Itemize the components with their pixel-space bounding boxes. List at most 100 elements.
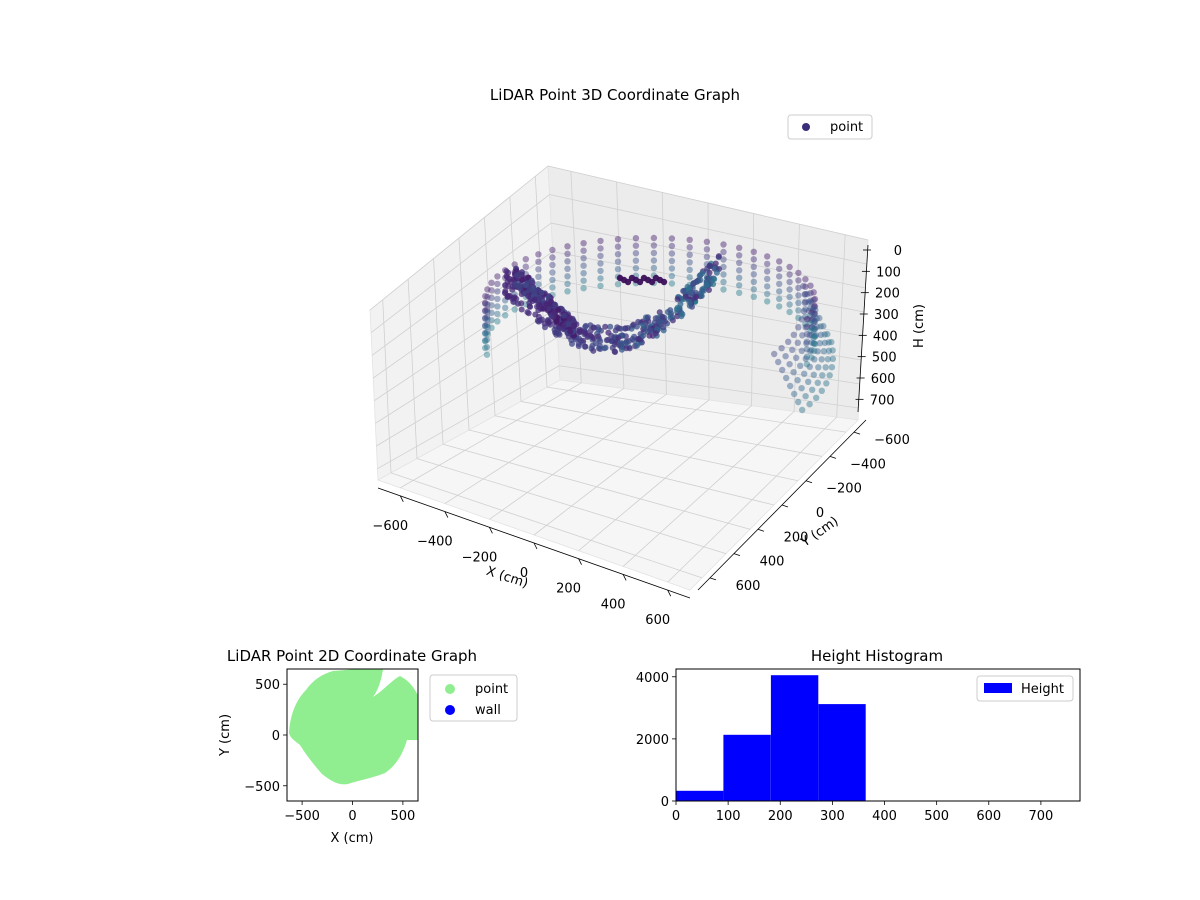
- point-3d: [535, 281, 542, 288]
- point-3d: [803, 316, 811, 323]
- point-3d: [488, 279, 495, 286]
- point-3d: [808, 324, 815, 331]
- point-3d: [800, 282, 807, 290]
- point-3d: [483, 344, 491, 351]
- point-3d: [484, 331, 491, 338]
- point-3d: [602, 323, 609, 330]
- y-tick-label-3d: −200: [826, 482, 862, 497]
- y-tick-label-3d: −400: [850, 457, 886, 472]
- point-3d: [808, 316, 815, 324]
- chart-3d: LiDAR Point 3D Coordinate Graph −600 −400…: [369, 86, 927, 628]
- point-3d: [668, 310, 675, 317]
- point-3d: [540, 305, 547, 312]
- point-3d: [686, 259, 693, 266]
- point-3d: [686, 236, 693, 243]
- y-axis-3d: −600 −400 −2000 200 400 600: [697, 419, 910, 594]
- point-3d: [801, 299, 809, 306]
- point-3d: [632, 235, 640, 242]
- point-3d: [483, 306, 491, 313]
- x-tick-label-2d: −500: [284, 809, 320, 824]
- point-3d: [811, 295, 819, 303]
- point-3d: [698, 292, 705, 299]
- point-3d: [482, 314, 489, 322]
- point-3d: [483, 351, 491, 358]
- point-3d: [482, 308, 489, 315]
- point-3d: [650, 257, 658, 264]
- z-tick-label-3d: 400: [873, 329, 898, 344]
- y-axis-label-2d: Y (cm): [218, 714, 233, 757]
- point-3d: [786, 263, 793, 271]
- point-3d: [512, 282, 519, 289]
- point-3d: [612, 349, 619, 355]
- point-3d: [484, 316, 491, 323]
- point-3d: [629, 336, 636, 342]
- point-3d: [806, 401, 813, 408]
- y-tick-3d: [781, 504, 789, 508]
- point-3d: [807, 320, 814, 327]
- point-3d: [810, 371, 817, 378]
- point-3d: [597, 252, 604, 260]
- point-3d: [686, 266, 693, 273]
- point-3d: [787, 382, 794, 390]
- point-3d: [582, 343, 588, 350]
- histogram-title: Height Histogram: [811, 647, 943, 665]
- point-3d: [644, 314, 651, 321]
- point-3d: [720, 278, 727, 286]
- gridline-3d-z: [559, 365, 859, 409]
- point-3d: [808, 339, 815, 346]
- point-3d: [505, 283, 512, 290]
- point-3d: [482, 323, 489, 330]
- point-3d: [494, 288, 501, 295]
- point-3d: [595, 333, 602, 340]
- point-3d: [809, 386, 816, 393]
- point-3d: [786, 301, 793, 308]
- point-3d: [590, 335, 597, 342]
- gridline-3d-z: [551, 222, 866, 289]
- legend-histogram: Height: [976, 675, 1074, 702]
- point-3d: [802, 313, 809, 320]
- gridline-3d-y: [484, 217, 496, 416]
- gridline-3d-x: [661, 192, 667, 395]
- x-tick-3d: [399, 495, 404, 503]
- point-3d: [820, 348, 828, 355]
- scatter-2d-area: [289, 669, 418, 785]
- point-3d: [798, 316, 805, 323]
- point-3d: [545, 294, 552, 301]
- point-3d: [482, 337, 489, 344]
- point-3d: [590, 347, 597, 354]
- point-3d: [764, 290, 771, 298]
- point-3d: [580, 255, 587, 262]
- point-3d: [799, 406, 806, 414]
- point-3d: [580, 285, 587, 292]
- point-3d: [793, 354, 800, 361]
- point-3d: [720, 256, 727, 263]
- x-tick-label-histogram: 600: [976, 809, 1001, 824]
- point-3d: [526, 300, 533, 306]
- point-3d: [632, 242, 640, 249]
- point-3d: [798, 385, 805, 392]
- point-3d: [811, 340, 818, 347]
- point-3d: [782, 353, 789, 360]
- gridline-3d-z: [369, 165, 549, 311]
- point-3d: [750, 293, 757, 300]
- point-3d: [807, 312, 814, 319]
- point-3d: [736, 289, 743, 296]
- z-tick-label-3d: 100: [876, 265, 901, 280]
- point-3d: [824, 330, 831, 338]
- gridline-3d-z: [374, 279, 555, 401]
- point-cloud: [482, 234, 837, 414]
- point-3d: [668, 235, 676, 242]
- x-tick-label-3d: 200: [556, 582, 581, 597]
- point-3d: [776, 288, 783, 295]
- point-3d: [597, 267, 604, 275]
- point-3d: [648, 278, 656, 286]
- point-3d: [483, 321, 491, 328]
- point-3d: [810, 289, 817, 296]
- x-tick-label-3d: 600: [645, 613, 670, 628]
- y-tick-3d: [805, 480, 813, 484]
- point-3d: [502, 312, 509, 319]
- y-tick-label-3d: 0: [816, 506, 824, 521]
- point-3d: [580, 240, 587, 247]
- point-3d: [800, 308, 808, 315]
